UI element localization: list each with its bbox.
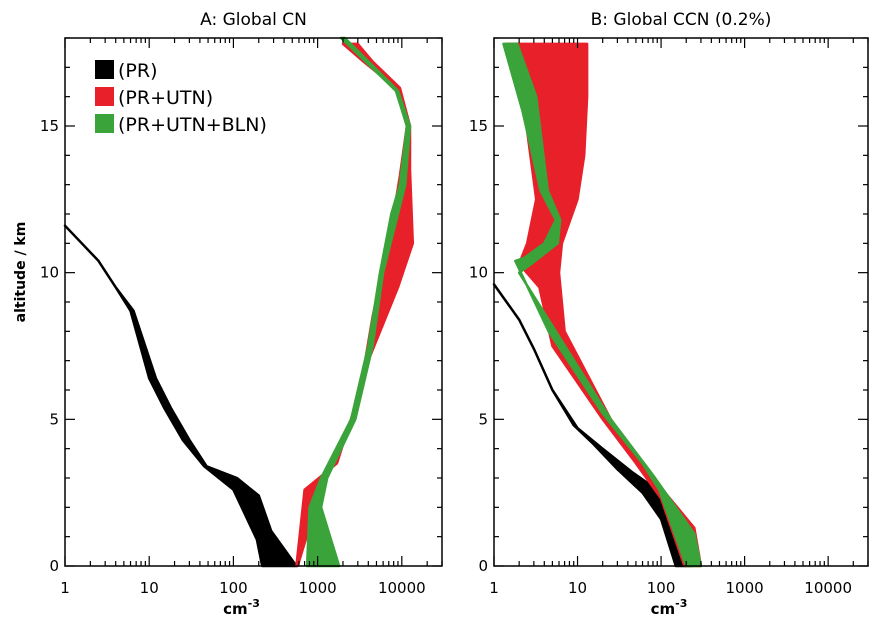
y-tick-label: 10: [469, 264, 488, 282]
panel-b: 1 10 100 1000 10000 0 5 10 15 B: Global CCN (0.2%…: [469, 10, 869, 618]
y-tick-label: 15: [469, 117, 488, 135]
x-tick-label: 100: [219, 579, 248, 597]
x-tick-label: 10000: [804, 579, 852, 597]
panel-a: 1 10 100 1000 10000 0 5 10 15 A: Global CN cm-3 alt…: [13, 10, 443, 618]
legend-label: (PR): [118, 60, 157, 82]
series-band-pr-utn-bln: [502, 42, 703, 568]
x-tick-label: 1000: [726, 579, 764, 597]
legend-swatch: [95, 87, 114, 106]
series-band-pr-utn: [295, 42, 415, 568]
series-band-pr: [63, 224, 298, 568]
y-tick-label: 0: [478, 557, 488, 575]
x-tick-label: 10: [568, 579, 587, 597]
series-band-pr: [492, 283, 693, 568]
y-tick-label: 10: [40, 264, 59, 282]
x-tick-label: 1: [60, 579, 70, 597]
y-tick-label: 15: [40, 117, 59, 135]
legend-label: (PR+UTN+BLN): [118, 114, 267, 136]
panel-title: A: Global CN: [200, 10, 307, 30]
y-tick-label: 5: [49, 410, 59, 428]
legend: (PR) (PR+UTN) (PR+UTN+BLN): [95, 60, 267, 136]
y-axis-title: altitude / km: [13, 222, 29, 323]
x-tick-label: 1000: [299, 579, 337, 597]
x-tick-label: 1: [489, 579, 499, 597]
x-axis-exponent: -3: [675, 597, 687, 610]
x-tick-label: 100: [647, 579, 676, 597]
y-tick-label: 5: [478, 410, 488, 428]
x-tick-label: 10: [140, 579, 159, 597]
x-axis-title: cm-3: [223, 597, 260, 618]
y-tick-label: 0: [49, 557, 59, 575]
x-axis-title: cm-3: [651, 597, 688, 618]
x-axis-exponent: -3: [248, 597, 260, 610]
panel-title: B: Global CCN (0.2%): [591, 10, 772, 30]
legend-swatch: [95, 60, 114, 79]
x-tick-label: 10000: [378, 579, 426, 597]
legend-label: (PR+UTN): [118, 87, 213, 109]
series-band-pr-utn-bln: [305, 36, 412, 568]
legend-swatch: [95, 114, 114, 133]
